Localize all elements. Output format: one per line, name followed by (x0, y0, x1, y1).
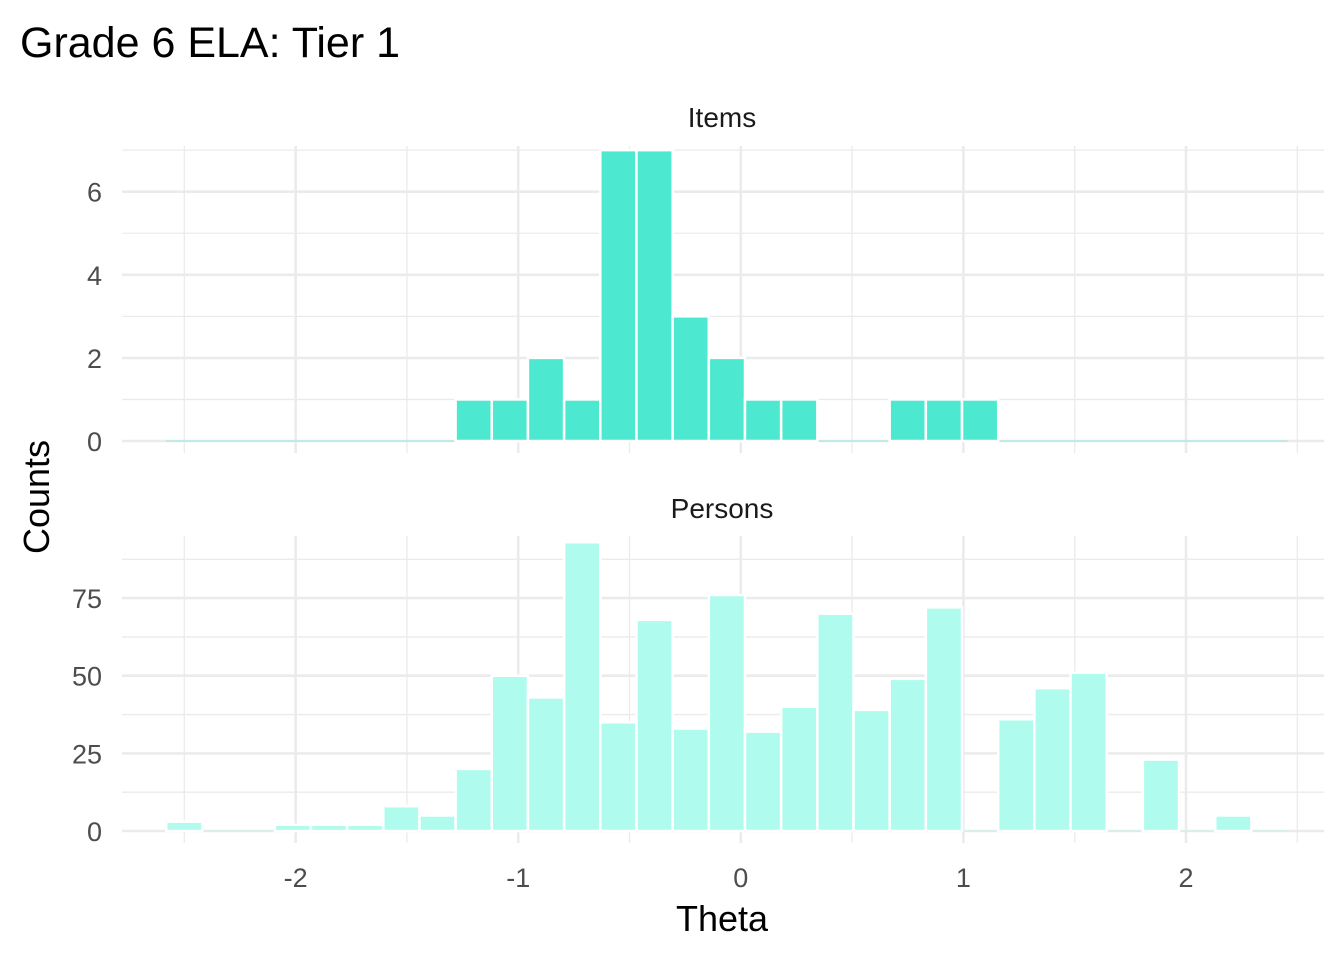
histogram-bar (743, 730, 783, 833)
histogram-bar (1033, 686, 1072, 833)
histogram-bar (490, 674, 530, 833)
histogram-bar (164, 820, 204, 833)
x-axis-label: Theta (676, 898, 769, 939)
y-axis-label: Counts (16, 440, 57, 554)
histogram-bar (779, 398, 819, 443)
items-strip-label: Items (688, 102, 756, 133)
histogram-bar (743, 398, 783, 443)
y-tick-label: 0 (87, 427, 102, 457)
histogram-bar (707, 356, 747, 443)
chart-title: Grade 6 ELA: Tier 1 (20, 19, 400, 67)
histogram-bar (888, 398, 928, 443)
histogram-bar (924, 606, 964, 833)
y-tick-label: 0 (87, 817, 102, 847)
histogram-bar (1141, 758, 1181, 833)
histogram-bar (454, 767, 494, 833)
histogram-bar (454, 398, 494, 443)
y-tick-label: 75 (72, 584, 102, 614)
histogram-bar (779, 705, 819, 833)
histogram-bar (671, 315, 711, 443)
histogram-bar (490, 398, 530, 443)
histogram-bar (707, 593, 747, 833)
histogram-bar (852, 708, 891, 833)
histogram-bar (635, 148, 674, 443)
histogram-bar (599, 721, 638, 833)
y-tick-label: 4 (87, 261, 102, 291)
y-tick-label: 50 (72, 662, 102, 692)
histogram-bar (924, 398, 964, 443)
y-tick-label: 2 (87, 344, 102, 374)
histogram-bar (599, 148, 638, 443)
x-tick-label: 2 (1178, 863, 1193, 893)
histogram-bar (816, 612, 855, 833)
items-panel: Items 0 2 4 6 (87, 102, 1324, 457)
histogram-bar (526, 356, 566, 443)
histogram-bar (1213, 814, 1253, 833)
histogram-bar (273, 823, 313, 833)
histogram-bar (562, 540, 602, 833)
x-tick-label: 1 (956, 863, 971, 893)
persons-bars (164, 540, 1288, 833)
histogram-bar (418, 814, 457, 833)
persons-strip-label: Persons (671, 493, 774, 524)
y-tick-label: 25 (72, 739, 102, 769)
x-tick-label: -2 (284, 863, 308, 893)
histogram-bar (996, 717, 1036, 833)
x-tick-label: -1 (506, 863, 530, 893)
histogram-bar (671, 727, 711, 833)
x-tick-label: 0 (733, 863, 748, 893)
histogram-bar (635, 618, 674, 833)
histogram-bar (562, 398, 602, 443)
y-tick-label: 6 (87, 178, 102, 208)
histogram-bar (309, 823, 349, 833)
histogram-bar (382, 804, 421, 833)
persons-panel: Persons 0 25 50 75 (72, 493, 1324, 847)
histogram-bar (1069, 671, 1108, 833)
histogram-bar (345, 823, 385, 833)
histogram-bar (888, 677, 928, 833)
histogram-bar (526, 696, 566, 833)
histogram-bar (960, 398, 1000, 443)
items-bars (166, 148, 1288, 443)
